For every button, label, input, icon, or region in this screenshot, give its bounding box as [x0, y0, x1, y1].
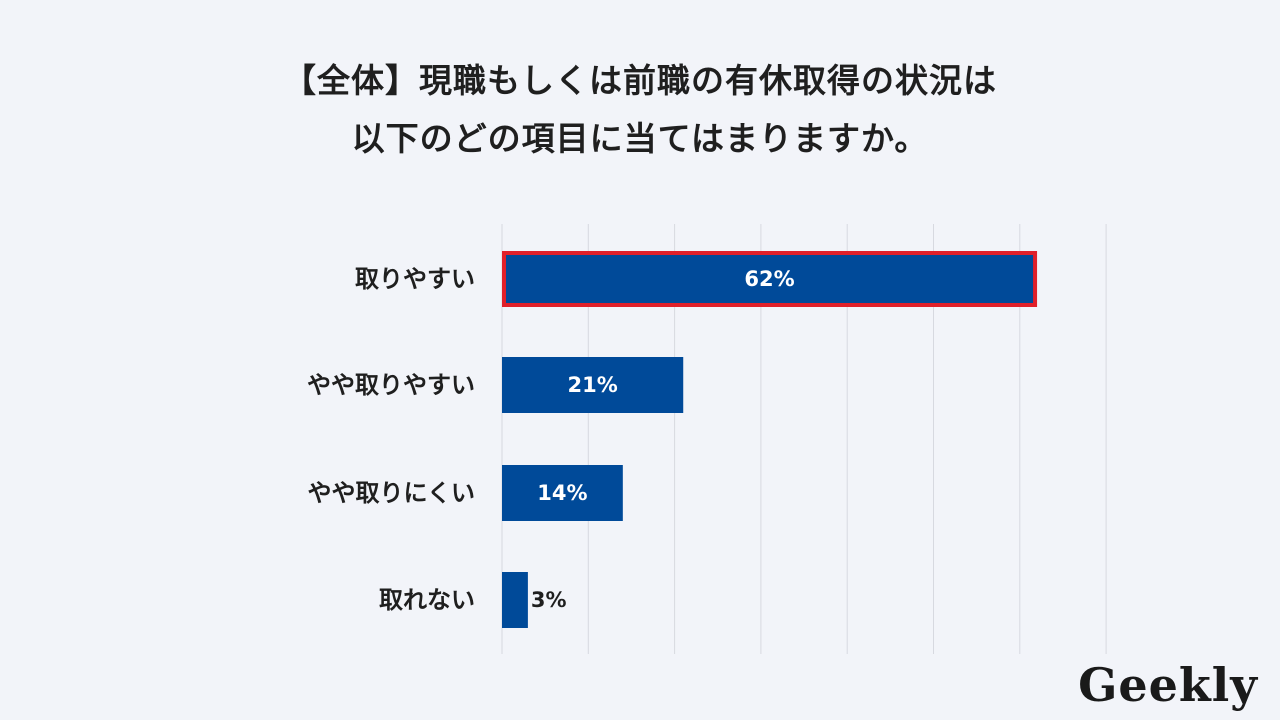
bar-highlighted	[502, 251, 1038, 307]
chart-title: 【全体】現職もしくは前職の有休取得の状況は 以下のどの項目に当てはまりますか。	[0, 52, 1280, 168]
category-label: 取れない	[379, 586, 475, 614]
category-label: やや取りにくい	[307, 479, 475, 507]
title-line-2: 以下のどの項目に当てはまりますか。	[351, 119, 929, 158]
value-label: 21%	[567, 373, 617, 397]
value-label: 14%	[537, 481, 587, 505]
title-line-1: 【全体】現職もしくは前職の有休取得の状況は	[283, 61, 997, 100]
value-label: 62%	[744, 267, 794, 291]
bar	[502, 572, 528, 628]
value-label: 3%	[531, 588, 567, 612]
bar	[502, 465, 623, 521]
brand-logo: Geekly	[1078, 658, 1258, 712]
bar	[502, 357, 684, 413]
category-label: 取りやすい	[355, 265, 475, 293]
category-label: やや取りやすい	[307, 371, 475, 399]
